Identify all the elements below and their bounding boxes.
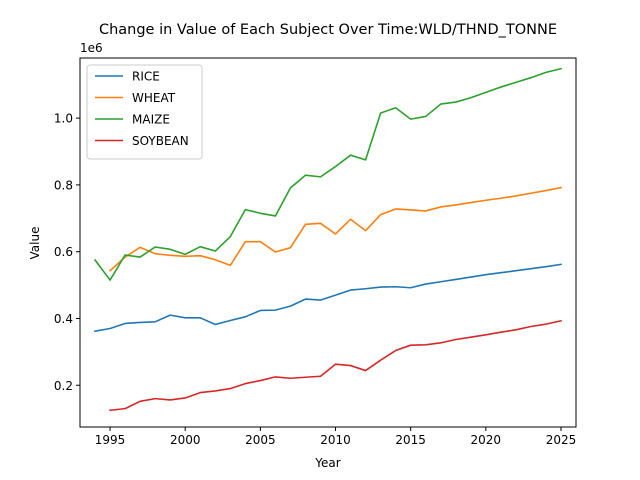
- series-lines: [93, 67, 562, 412]
- chart-title: Change in Value of Each Subject Over Tim…: [99, 22, 557, 38]
- legend: RICE WHEAT MAIZE SOYBEAN: [86, 64, 203, 160]
- x-tick-label: 2000: [170, 433, 201, 447]
- y-tick-label: 0.8: [54, 178, 73, 192]
- x-tick-label: 2025: [546, 433, 577, 447]
- y-tick-label: 1.0: [54, 112, 73, 126]
- legend-label-maize: MAIZE: [132, 113, 170, 127]
- y-tick-label: 0.6: [54, 245, 73, 259]
- x-tick-label: 2015: [395, 433, 426, 447]
- y-tick-label: 0.2: [54, 379, 73, 393]
- x-axis-label: Year: [314, 456, 340, 470]
- series-line-soybean: [109, 319, 562, 412]
- legend-box: [86, 64, 203, 160]
- y-axis-label: Value: [28, 227, 42, 260]
- x-tick-label: 2010: [320, 433, 351, 447]
- series-line-wheat: [108, 186, 562, 272]
- y-tick-label: 0.4: [54, 312, 73, 326]
- legend-label-wheat: WHEAT: [132, 91, 176, 105]
- axes: 1995 2000 2005 2010 2015 2020 2025 0.2 0.4 0.6 0.8…: [54, 57, 577, 447]
- series-line-rice: [94, 263, 562, 333]
- legend-label-rice: RICE: [132, 70, 160, 84]
- x-tick-label: 1995: [95, 433, 126, 447]
- x-tick-label: 2005: [245, 433, 276, 447]
- series-line-maize: [93, 67, 562, 281]
- x-tick-label: 2020: [471, 433, 502, 447]
- y-axis-offset-label: 1e6: [80, 41, 103, 55]
- plot-frame: [79, 57, 577, 428]
- legend-label-soybean: SOYBEAN: [132, 134, 189, 148]
